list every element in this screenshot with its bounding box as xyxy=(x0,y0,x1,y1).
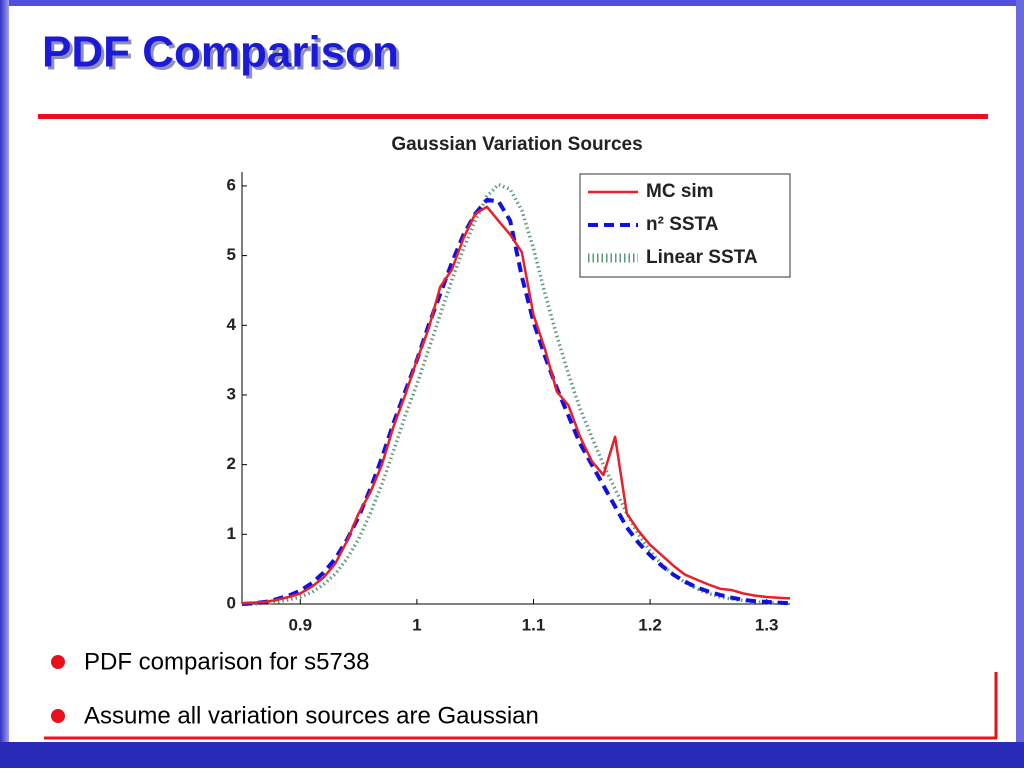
y-tick-label: 4 xyxy=(227,315,237,334)
bullet-dot xyxy=(51,655,65,669)
y-tick-label: 6 xyxy=(227,175,236,194)
legend-label: Linear SSTA xyxy=(646,247,758,268)
y-tick-label: 0 xyxy=(227,593,236,612)
frame-right xyxy=(1016,0,1024,768)
series-line xyxy=(242,182,790,606)
title-shadow: PDF Comparison xyxy=(45,31,402,80)
y-tick-label: 2 xyxy=(227,454,236,473)
legend-label: MC sim xyxy=(646,181,714,202)
title-rule xyxy=(38,114,988,119)
y-tick-label: 3 xyxy=(227,384,236,403)
frame-left xyxy=(0,0,9,768)
bullet-text: Assume all variation sources are Gaussia… xyxy=(84,702,539,729)
y-tick-label: 5 xyxy=(227,245,236,264)
x-tick-label: 1.3 xyxy=(755,615,779,634)
frame-top xyxy=(0,0,1024,6)
bullet-dot xyxy=(51,709,65,723)
series-line xyxy=(241,197,791,606)
x-tick-label: 1.1 xyxy=(522,615,546,634)
x-tick-label: 1 xyxy=(412,615,421,634)
slide-title: PDF Comparison xyxy=(42,28,399,77)
y-tick-label: 1 xyxy=(227,524,236,543)
bullet-text: PDF comparison for s5738 xyxy=(84,648,369,675)
series-line xyxy=(241,205,791,605)
x-tick-label: 1.2 xyxy=(638,615,662,634)
x-tick-label: 0.9 xyxy=(288,615,312,634)
frame-bottom xyxy=(0,742,1024,768)
plot: 0 1 2 3 4 5 6 0.9 1 1.1 1.2 1.3 MC sim n² SSTA Linear … xyxy=(227,172,791,634)
chart-title: Gaussian Variation Sources xyxy=(391,134,642,155)
legend-label: n² SSTA xyxy=(646,214,719,235)
